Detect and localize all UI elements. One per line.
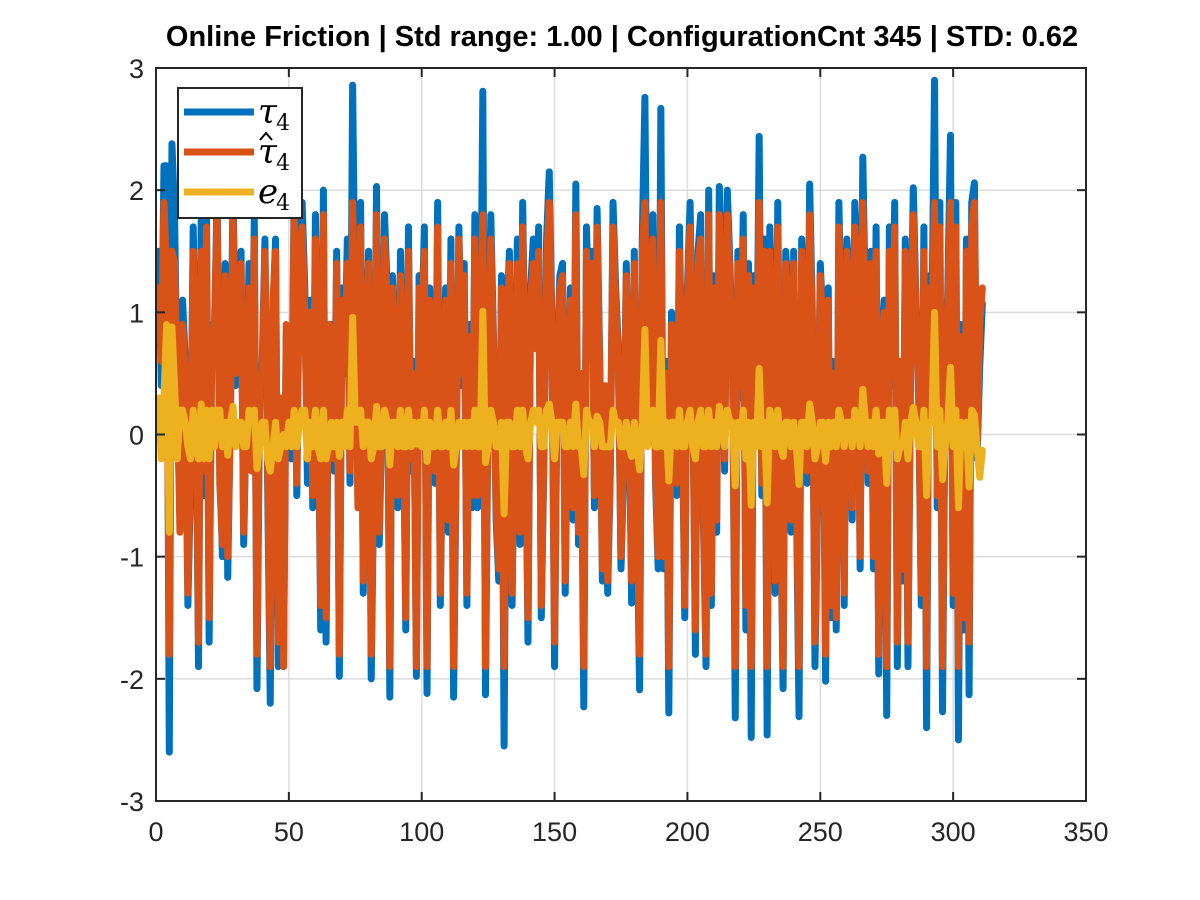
ticks: 0 50 100 150 200 250 300 350 3 2 1 0 -1 -2 -3 <box>120 54 1109 847</box>
chart-title: Online Friction | Std range: 1.00 | Conf… <box>166 21 1078 53</box>
series-line-3 <box>155 307 986 536</box>
legend-label: τ <box>258 132 278 172</box>
y-tick-label: -3 <box>120 787 144 817</box>
x-tick-label: 0 <box>148 817 163 847</box>
series-line-2 <box>155 198 986 671</box>
x-tick-label: 250 <box>798 817 843 847</box>
x-tick-label: 350 <box>1063 817 1108 847</box>
x-tick-label: 100 <box>399 817 444 847</box>
x-tick-label: 200 <box>665 817 710 847</box>
legend-label: τ <box>258 92 278 132</box>
x-tick-label: 50 <box>274 817 304 847</box>
y-tick-label: 2 <box>129 176 144 206</box>
legend: τ 4τ 4e4 <box>177 87 303 219</box>
y-tick-label: 0 <box>129 421 144 451</box>
y-tick-label: 3 <box>129 54 144 84</box>
legend-hat-accent <box>259 131 273 141</box>
x-tick-label: 300 <box>931 817 976 847</box>
legend-label-subscript: 4 <box>276 191 290 216</box>
y-tick-label: 1 <box>129 298 144 328</box>
legend-label-subscript: 4 <box>276 111 290 136</box>
x-tick-label: 150 <box>532 817 577 847</box>
y-tick-label: -1 <box>120 543 144 573</box>
y-tick-label: -2 <box>120 665 144 695</box>
legend-label-subscript: 4 <box>276 151 290 176</box>
legend-label: e <box>258 172 278 212</box>
series-lines <box>155 76 986 756</box>
